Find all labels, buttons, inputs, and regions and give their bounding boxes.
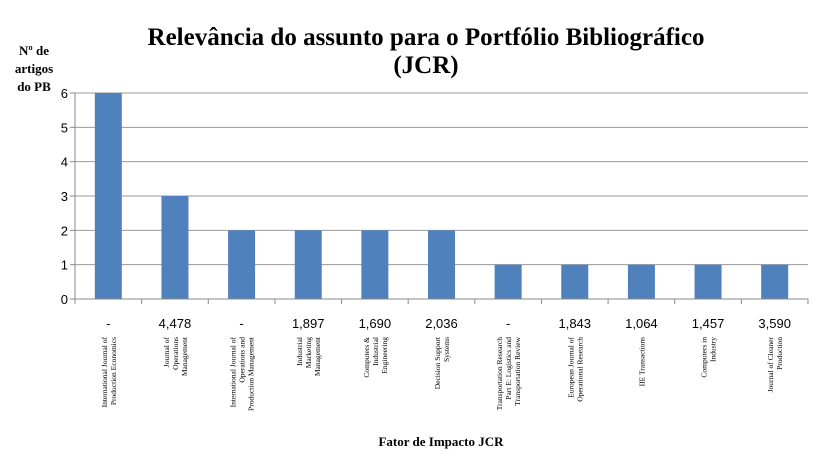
impact-factor-label: - [506, 316, 510, 331]
journal-name-line: Computers in [700, 337, 709, 378]
journal-name-line: Journal of Cleaner [766, 337, 775, 393]
impact-factor-label: 2,036 [425, 316, 458, 331]
journal-name-line: Marketing [304, 337, 313, 368]
journal-name-line: International Journal of [100, 337, 109, 408]
bar [94, 93, 122, 299]
impact-factor-label: 1,843 [558, 316, 591, 331]
journal-name-line: Industry [709, 337, 718, 362]
y-tick-label: 4 [61, 155, 68, 170]
impact-factor-label: 1,064 [625, 316, 658, 331]
journal-name-line: Management [180, 336, 189, 376]
bar [494, 264, 522, 299]
journal-name-line: European Journal of [566, 337, 575, 398]
bar [561, 264, 589, 299]
bar [428, 230, 455, 299]
y-axis-label-line: artigos [15, 61, 53, 76]
journal-name-label: International Journal of Operations and Pr… [229, 336, 256, 411]
y-tick-label: 3 [61, 189, 68, 204]
bar [161, 196, 189, 299]
journal-name-line: Operational Research [575, 337, 584, 402]
impact-factor-label: 1,690 [359, 316, 392, 331]
y-axis-label-line: Nº de [19, 43, 49, 58]
journal-name-line: Production [775, 337, 784, 370]
impact-factor-label: 4,478 [159, 316, 192, 331]
journal-name-line: Journal of [162, 336, 171, 367]
journal-name-label: Computers & Industrial Engineering [362, 337, 389, 378]
gridlines [70, 92, 808, 300]
bar [228, 230, 256, 299]
journal-name-label: Computers in Industry [700, 337, 718, 378]
journal-name-label: European Journal of Operational Research [566, 337, 584, 402]
journal-name-label: Industrial Marketing Management [295, 336, 322, 376]
journal-name-line: International Journal of [229, 337, 238, 408]
journal-name-line: Industrial [295, 337, 304, 366]
journal-name-line: Transportation Research [495, 337, 504, 410]
journal-name-line: Operations and [238, 337, 247, 383]
journal-name-line: Part E: Logistics and [504, 337, 513, 400]
journal-name-label: Journal of Operations Management [162, 336, 189, 376]
x-axis-label: Fator de Impacto JCR [378, 434, 504, 449]
y-tick-label: 0 [61, 292, 68, 307]
y-axis-label-line: do PB [17, 79, 51, 94]
axes [74, 93, 809, 304]
y-tick-labels: 0 1 2 3 4 5 6 [61, 86, 68, 307]
chart-title-line: (JCR) [393, 52, 458, 79]
bar [694, 264, 722, 299]
journal-name-line: Production Economics [109, 337, 118, 405]
chart-title-line: Relevância do assunto para o Portfólio B… [148, 24, 705, 51]
journal-name-label: Decision Support Systems [433, 336, 451, 389]
impact-factor-labels: - 4,478 - 1,897 1,690 2,036 - 1,843 1,064 1,457 3,… [106, 316, 791, 331]
journal-name-line: IIE Transactions [637, 337, 646, 386]
journal-name-label: International Journal of Production Econo… [100, 337, 118, 408]
journal-name-label: IIE Transactions [637, 337, 646, 386]
impact-factor-label: 1,457 [692, 316, 725, 331]
bar [627, 264, 655, 299]
journal-name-line: Decision Support [433, 336, 442, 389]
impact-factor-label: 1,897 [292, 316, 325, 331]
chart-title: Relevância do assunto para o Portfólio B… [148, 24, 705, 79]
y-tick-label: 6 [61, 86, 68, 101]
journal-name-line: Production Management [247, 336, 256, 411]
bar [361, 230, 389, 299]
bars [94, 93, 789, 299]
y-tick-label: 5 [61, 120, 68, 135]
journal-name-line: Industrial [371, 337, 380, 366]
journal-name-line: Transportation Review [513, 336, 522, 405]
impact-factor-label: - [106, 316, 110, 331]
journal-name-labels: International Journal of Production Econo… [100, 336, 784, 411]
journal-name-line: Computers & [362, 337, 371, 378]
y-tick-label: 1 [61, 258, 68, 273]
y-tick-label: 2 [61, 223, 68, 238]
journal-name-label: Journal of Cleaner Production [766, 337, 784, 393]
journal-name-line: Systems [442, 337, 451, 362]
journal-name-label: Transportation Research Part E: Logistics… [495, 336, 522, 410]
impact-factor-label: - [239, 316, 243, 331]
bar [294, 230, 322, 299]
journal-name-line: Engineering [380, 337, 389, 374]
y-axis-label: Nº de artigos do PB [15, 43, 53, 94]
journal-name-line: Management [313, 336, 322, 376]
journal-name-line: Operations [171, 337, 180, 370]
impact-factor-label: 3,590 [758, 316, 791, 331]
bar [761, 264, 789, 299]
